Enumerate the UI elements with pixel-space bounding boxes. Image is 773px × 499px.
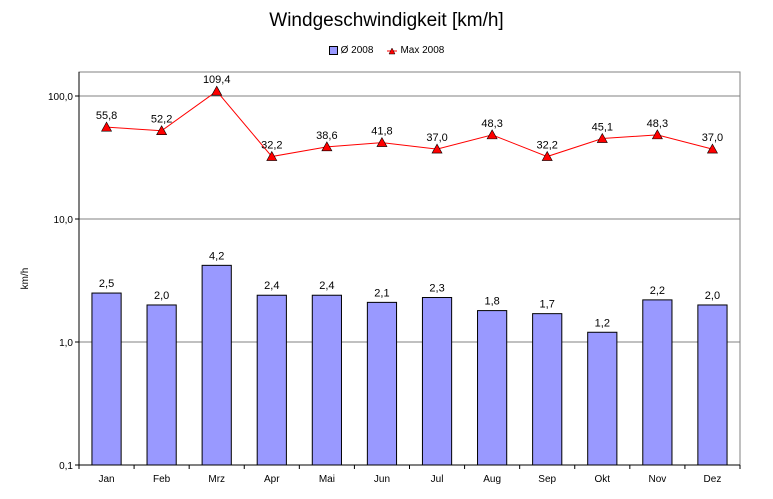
bar-data-label: 2,0 bbox=[154, 290, 169, 302]
y-tick-label: 1,0 bbox=[59, 338, 73, 349]
bar bbox=[201, 264, 232, 466]
bar bbox=[642, 299, 673, 466]
point-marker bbox=[376, 136, 388, 147]
point-marker bbox=[101, 121, 113, 132]
bar-data-label: 1,7 bbox=[540, 299, 555, 311]
legend-item-max: Max 2008 bbox=[387, 45, 444, 56]
bar bbox=[311, 294, 342, 466]
point-data-label: 48,3 bbox=[647, 118, 668, 130]
x-tick-label: Dez bbox=[704, 474, 722, 485]
bar-data-label: 1,8 bbox=[484, 296, 499, 308]
bar bbox=[146, 304, 177, 466]
point-data-label: 48,3 bbox=[481, 118, 502, 130]
bar bbox=[587, 331, 618, 466]
point-data-label: 37,0 bbox=[426, 132, 447, 144]
bar-data-label: 2,5 bbox=[99, 278, 114, 290]
point-data-label: 41,8 bbox=[371, 126, 392, 138]
point-data-label: 37,0 bbox=[702, 132, 723, 144]
point-data-label: 52,2 bbox=[151, 114, 172, 126]
series-line-max bbox=[106, 90, 713, 158]
point-marker bbox=[266, 150, 278, 161]
point-marker bbox=[431, 143, 443, 154]
bar-data-label: 2,4 bbox=[264, 280, 279, 292]
legend-swatch-avg bbox=[328, 46, 338, 55]
point-marker bbox=[651, 129, 663, 140]
x-tick-label: Mrz bbox=[208, 474, 225, 485]
legend-marker-max bbox=[387, 46, 398, 55]
point-data-label: 32,2 bbox=[261, 140, 282, 152]
bar-data-label: 2,4 bbox=[319, 280, 334, 292]
bar bbox=[91, 292, 122, 466]
point-data-label: 45,1 bbox=[592, 122, 613, 134]
point-data-label: 55,8 bbox=[96, 110, 117, 122]
legend-label-max: Max 2008 bbox=[400, 45, 445, 56]
point-data-label: 38,6 bbox=[316, 130, 337, 142]
y-tick-label: 100,0 bbox=[48, 92, 73, 103]
x-tick-label: Okt bbox=[595, 474, 611, 485]
x-tick-label: Mai bbox=[319, 474, 335, 485]
bar-data-label: 4,2 bbox=[209, 250, 224, 262]
bar-data-label: 2,1 bbox=[374, 287, 389, 299]
legend-label-avg: Ø 2008 bbox=[340, 45, 374, 56]
bar-data-label: 2,3 bbox=[429, 283, 444, 295]
bar-data-label: 2,2 bbox=[650, 285, 665, 297]
bar bbox=[477, 310, 508, 466]
x-tick-label: Aug bbox=[483, 474, 501, 485]
bar bbox=[421, 297, 453, 466]
x-tick-label: Jan bbox=[98, 474, 114, 485]
y-tick-label: 0,1 bbox=[59, 461, 73, 472]
bar bbox=[532, 313, 563, 466]
x-tick-label: Sep bbox=[538, 474, 556, 485]
point-marker bbox=[321, 141, 333, 152]
y-axis-label: km/h bbox=[20, 268, 31, 290]
legend: Ø 2008 Max 2008 bbox=[0, 45, 773, 56]
point-data-label: 109,4 bbox=[203, 74, 231, 86]
y-tick-label: 10,0 bbox=[54, 215, 74, 226]
x-tick-label: Apr bbox=[264, 474, 280, 485]
x-tick-label: Feb bbox=[153, 474, 171, 485]
bar bbox=[256, 294, 287, 466]
point-data-label: 32,2 bbox=[536, 140, 557, 152]
x-tick-label: Jun bbox=[374, 474, 390, 485]
point-marker bbox=[211, 85, 223, 96]
plot-area bbox=[78, 71, 741, 466]
point-marker bbox=[596, 132, 608, 143]
x-tick-label: Jul bbox=[431, 474, 444, 485]
bar-data-label: 1,2 bbox=[595, 317, 610, 329]
bar bbox=[366, 301, 398, 466]
point-marker bbox=[486, 129, 498, 140]
point-marker bbox=[706, 143, 718, 154]
bar bbox=[697, 304, 728, 466]
point-marker bbox=[541, 150, 553, 161]
chart-title: Windgeschwindigkeit [km/h] bbox=[269, 10, 504, 31]
bar-data-label: 2,0 bbox=[705, 290, 720, 302]
x-tick-label: Nov bbox=[648, 474, 666, 485]
point-marker bbox=[156, 125, 168, 136]
legend-item-avg: Ø 2008 bbox=[328, 45, 374, 56]
